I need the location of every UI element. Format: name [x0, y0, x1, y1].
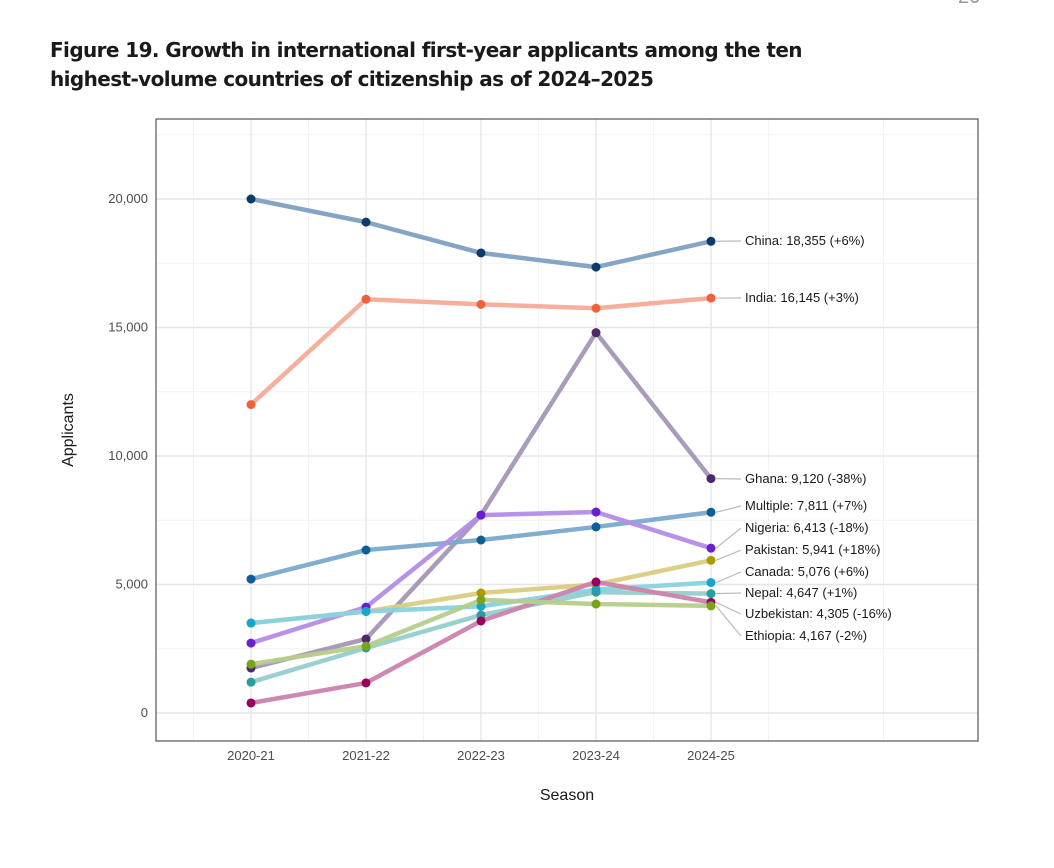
data-point	[706, 293, 716, 303]
y-axis-label: Applicants	[60, 393, 77, 467]
data-point	[706, 236, 716, 246]
label-leader-line	[715, 549, 742, 561]
label-leader-line	[715, 601, 742, 615]
data-point	[246, 677, 256, 687]
label-leader-line	[715, 605, 742, 637]
data-point	[591, 587, 601, 597]
data-point	[706, 543, 716, 553]
series-label: Canada: 5,076 (+6%)	[745, 564, 869, 579]
data-point	[476, 535, 486, 545]
series-label: India: 16,145 (+3%)	[745, 290, 859, 305]
series-label: Ethiopia: 4,167 (-2%)	[745, 628, 867, 643]
y-tick-label: 10,000	[108, 448, 148, 463]
data-point	[476, 616, 486, 626]
series-india: India: 16,145 (+3%)	[246, 290, 859, 410]
series-nigeria: Nigeria: 6,413 (-18%)	[246, 507, 869, 648]
data-point	[476, 595, 486, 605]
series-uzbekistan: Uzbekistan: 4,305 (-16%)	[246, 577, 892, 708]
data-point	[706, 601, 716, 611]
data-point	[246, 194, 256, 204]
label-leader-line	[715, 505, 742, 513]
series-china: China: 18,355 (+6%)	[246, 194, 865, 272]
label-leader-line	[715, 527, 742, 549]
y-tick-label: 0	[141, 705, 148, 720]
data-point	[591, 303, 601, 313]
x-axis-label: Season	[540, 787, 594, 804]
label-leader-line	[715, 592, 742, 595]
y-tick-label: 20,000	[108, 191, 148, 206]
data-point	[591, 522, 601, 532]
data-point	[361, 678, 371, 688]
data-point	[706, 578, 716, 588]
data-point	[246, 574, 256, 584]
label-leader-line	[715, 571, 742, 584]
data-point	[591, 328, 601, 338]
data-point	[246, 638, 256, 648]
data-point	[476, 588, 486, 598]
series-label: Nigeria: 6,413 (-18%)	[745, 520, 869, 535]
data-point	[706, 589, 716, 599]
data-point	[361, 294, 371, 304]
x-tick-label: 2020-21	[227, 748, 275, 763]
x-tick-label: 2024-25	[687, 748, 735, 763]
series-label: Pakistan: 5,941 (+18%)	[745, 542, 881, 557]
x-tick-label: 2023-24	[572, 748, 620, 763]
x-tick-label: 2021-22	[342, 748, 390, 763]
data-point	[361, 641, 371, 651]
series-label: Nepal: 4,647 (+1%)	[745, 585, 857, 600]
data-point	[246, 659, 256, 669]
data-point	[591, 262, 601, 272]
series-label: Multiple: 7,811 (+7%)	[745, 498, 867, 513]
series-nepal: Nepal: 4,647 (+1%)	[246, 585, 857, 687]
figure-title: Figure 19. Growth in international first…	[50, 38, 803, 91]
data-point	[476, 510, 486, 520]
data-point	[706, 555, 716, 565]
plot-border	[155, 118, 979, 742]
data-point	[246, 618, 256, 628]
data-point	[476, 299, 486, 309]
y-tick-label: 5,000	[115, 577, 148, 592]
data-point	[706, 474, 716, 484]
series-label: Ghana: 9,120 (-38%)	[745, 471, 866, 486]
data-point	[361, 217, 371, 227]
data-point	[706, 507, 716, 517]
data-point	[591, 507, 601, 517]
series-label: Uzbekistan: 4,305 (-16%)	[745, 606, 892, 621]
y-tick-label: 15,000	[108, 320, 148, 335]
data-point	[361, 634, 371, 644]
data-point	[591, 599, 601, 609]
x-tick-label: 2022-23	[457, 748, 505, 763]
data-point	[476, 601, 486, 611]
data-point	[361, 545, 371, 555]
data-point	[246, 400, 256, 410]
data-point	[591, 577, 601, 587]
series-label: China: 18,355 (+6%)	[745, 233, 865, 248]
data-point	[476, 248, 486, 258]
page-number: 20	[958, 0, 980, 9]
series-ethiopia: Ethiopia: 4,167 (-2%)	[246, 595, 867, 669]
data-point	[361, 606, 371, 616]
data-point	[246, 698, 256, 708]
